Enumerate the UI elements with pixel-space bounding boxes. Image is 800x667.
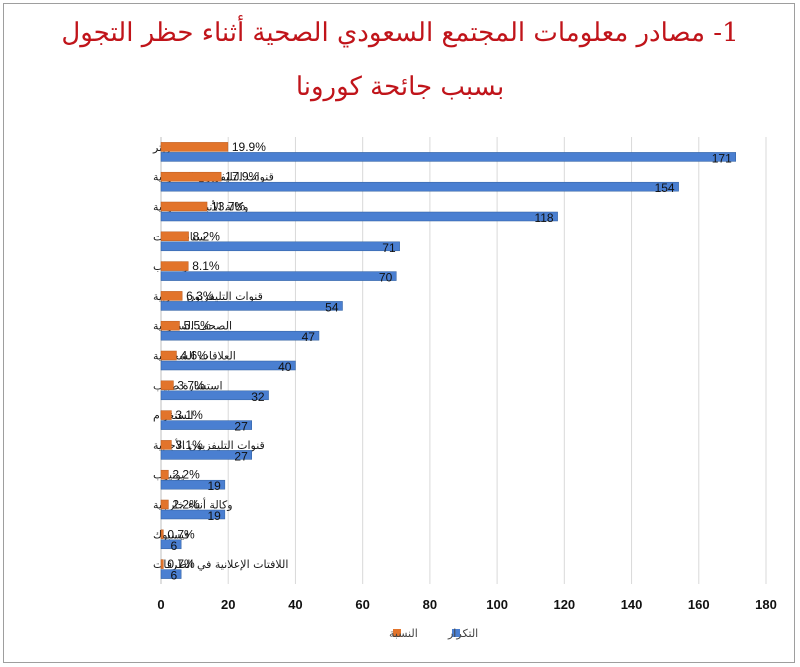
- chart-frame: [3, 3, 795, 663]
- percent-bar: [160, 380, 174, 391]
- count-bar: [160, 241, 400, 252]
- count-bar: [160, 152, 736, 162]
- x-tick-label: 0: [157, 597, 164, 612]
- percent-bar: [160, 171, 222, 182]
- count-bar: [160, 360, 296, 371]
- count-data-label: 118: [534, 211, 553, 225]
- count-bar: [160, 450, 252, 460]
- category-label: قنوات التليفزيون الأجنبية: [153, 438, 265, 452]
- count-bar: [160, 420, 252, 430]
- percent-bar: [160, 499, 169, 510]
- percent-data-label: 5.5%: [183, 319, 211, 333]
- percent-data-label: 17.9%: [225, 170, 259, 184]
- percent-data-label: 8.2%: [193, 229, 221, 243]
- count-data-label: 6: [170, 569, 177, 583]
- percent-data-label: 0.7%: [167, 557, 195, 571]
- percent-data-label: 0.7%: [167, 527, 195, 541]
- count-data-label: 27: [234, 449, 248, 463]
- count-data-label: 70: [379, 271, 393, 285]
- x-tick-label: 40: [288, 597, 302, 612]
- percent-bar: [160, 231, 189, 242]
- count-data-label: 19: [208, 479, 222, 493]
- count-bar: [160, 211, 558, 222]
- count-bar: [160, 509, 226, 520]
- x-tick-label: 20: [221, 597, 235, 612]
- percent-bar: [160, 201, 208, 212]
- count-bar: [160, 301, 343, 311]
- percent-data-label: 19.9%: [232, 140, 266, 154]
- x-tick-label: 140: [621, 597, 643, 612]
- count-data-label: 71: [382, 241, 396, 255]
- legend-label-percent: النسبة: [389, 627, 418, 640]
- percent-bar: [160, 320, 180, 331]
- percent-data-label: 8.1%: [192, 259, 220, 273]
- category-label: اللافتات الإعلانية في الطرقات: [153, 558, 288, 571]
- count-bar: [160, 390, 269, 401]
- percent-data-label: 3.1%: [175, 438, 203, 452]
- percent-bar: [160, 350, 177, 361]
- count-data-label: 6: [170, 539, 177, 553]
- percent-bar: [160, 291, 183, 301]
- x-tick-label: 60: [355, 597, 369, 612]
- category-label: وكالة أنباء خارجية: [153, 498, 233, 512]
- percent-data-label: 2.2%: [172, 468, 200, 482]
- count-data-label: 47: [302, 330, 316, 344]
- x-tick-label: 120: [553, 597, 575, 612]
- percent-data-label: 6.3%: [186, 289, 214, 303]
- percent-data-label: 13.7%: [211, 200, 245, 214]
- x-tick-label: 160: [688, 597, 710, 612]
- count-bar: [160, 539, 182, 550]
- count-data-label: 27: [234, 420, 248, 434]
- count-data-label: 154: [655, 181, 675, 195]
- percent-data-label: 3.7%: [177, 378, 205, 392]
- percent-data-label: 2.2%: [172, 498, 200, 512]
- x-tick-label: 100: [486, 597, 508, 612]
- count-data-label: 171: [712, 151, 732, 165]
- count-data-label: 19: [208, 509, 222, 523]
- percent-bar: [160, 261, 189, 271]
- percent-bar: [160, 529, 164, 540]
- x-tick-label: 80: [423, 597, 437, 612]
- legend-swatch-percent: [393, 629, 401, 637]
- legend-swatch-count: [452, 629, 460, 637]
- percent-data-label: 4.6%: [180, 349, 208, 363]
- count-bar: [160, 479, 226, 490]
- count-data-label: 32: [251, 390, 265, 404]
- chart-title-line1: 1- مصادر معلومات المجتمع السعودي الصحية …: [61, 18, 739, 48]
- count-bar: [160, 330, 320, 341]
- count-bar: [160, 181, 679, 192]
- count-bar: [160, 271, 397, 281]
- percent-bar: [160, 469, 169, 480]
- percent-bar: [160, 142, 229, 152]
- chart-title-line2: بسبب جائحة كورونا: [295, 72, 505, 102]
- count-bar: [160, 569, 182, 579]
- legend-label-count: التكرار: [447, 627, 478, 640]
- count-data-label: 54: [325, 300, 339, 314]
- x-tick-label: 180: [755, 597, 777, 612]
- percent-bar: [160, 440, 172, 450]
- count-data-label: 40: [278, 360, 292, 374]
- percent-bar: [160, 559, 164, 569]
- percent-bar: [160, 410, 172, 420]
- percent-data-label: 3.1%: [175, 408, 203, 422]
